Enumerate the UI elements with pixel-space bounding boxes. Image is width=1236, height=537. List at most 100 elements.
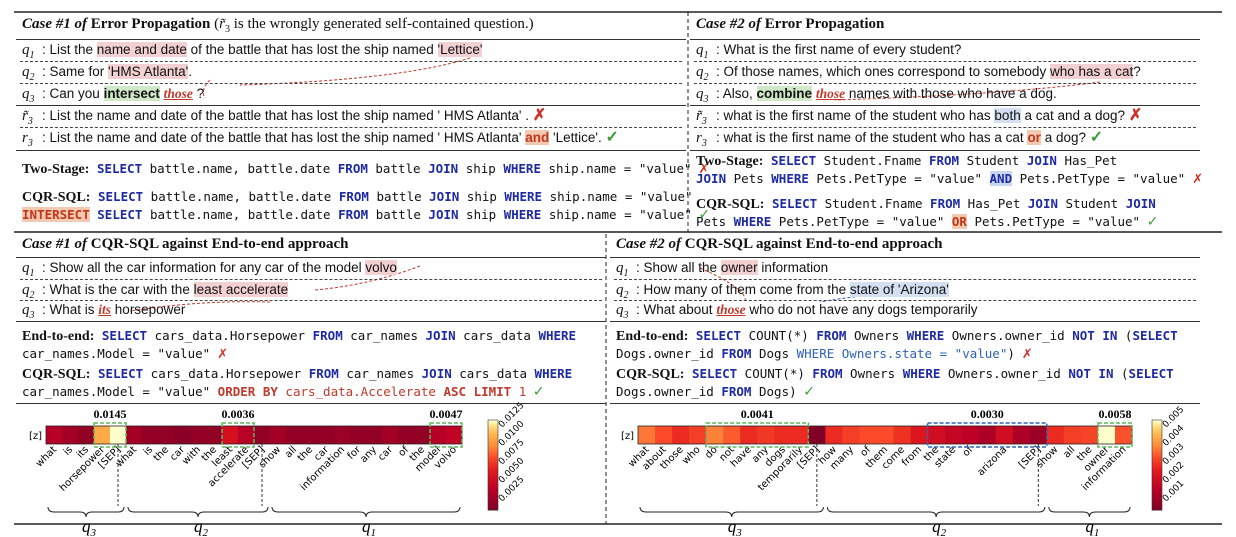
colorbar-cell [488, 493, 498, 496]
sql-token: WHERE Owners.state = "value" [796, 346, 1008, 361]
colorbar-cell [1152, 496, 1162, 499]
sql-token: battle [367, 161, 429, 176]
sql-token: WHERE [538, 328, 577, 343]
panel-case1-error-propagation: Case #1 of Error Propagation (r̃3 is the… [16, 14, 709, 230]
heatmap-cell [142, 426, 159, 444]
sql-token: FROM [930, 196, 961, 211]
sql-token: Student [959, 153, 1027, 168]
sql-token: WHERE [771, 171, 809, 186]
colorbar-cell [488, 426, 498, 428]
colorbar-cell [1152, 448, 1162, 451]
heatmap-cell [910, 426, 928, 444]
colorbar-cell [488, 441, 498, 443]
heatmap-cell [774, 426, 792, 444]
reference-arrow [834, 81, 1101, 101]
panel-case2-error-propagation: Case #2 of Error Propagation q1: What is… [690, 14, 1203, 230]
sql-token: battle [368, 207, 429, 222]
sql-token: SELECT [770, 153, 817, 168]
heatmap-cell [1097, 426, 1116, 444]
heatmap-cell [842, 426, 860, 444]
heatmap-cell [978, 426, 997, 444]
sql-token: JOIN [696, 171, 727, 186]
sql-token: SELECT [695, 328, 742, 343]
q1-row: q1: What is the first name of every stud… [696, 42, 962, 61]
reference-arrow [202, 79, 211, 99]
heatmap-cell [446, 426, 463, 444]
sql-token: JOIN [425, 328, 456, 343]
colorbar-cell [1152, 505, 1162, 508]
cqr-sql: CQR-SQL: SELECT cars_data.Horsepower FRO… [22, 366, 573, 382]
cqr-sql-line2: INTERSECT SELECT battle.name, battle.dat… [22, 205, 709, 223]
sql-token: battle.name, battle.date [143, 189, 339, 204]
heatmap-cell [318, 426, 335, 444]
reference-arrow [314, 265, 421, 291]
sql-token: ship.name = "value" [542, 189, 693, 204]
colorbar-cell [1152, 457, 1162, 460]
colorbar-cell [488, 501, 498, 503]
r3-row: r3: List the name and date of the battle… [22, 129, 619, 149]
heatmap-cell [1080, 426, 1099, 444]
sql-token: car_names [338, 366, 422, 381]
heatmap-cell [366, 426, 383, 444]
colorbar-cell [1152, 502, 1162, 505]
colorbar-cell [1152, 454, 1162, 457]
q2-row: q2: Same for 'HMS Atlanta'. [22, 64, 193, 83]
sql-token: cars_data.Accelerate [277, 384, 444, 399]
colorbar-cell [1152, 453, 1162, 455]
check-icon: ✓ [1147, 211, 1158, 230]
heatmap-cell [1063, 426, 1082, 444]
cross-icon: ✗ [532, 107, 547, 124]
check-icon: ✓ [804, 381, 814, 400]
sql-token: Student [1058, 196, 1126, 211]
heatmap-cell [672, 426, 690, 444]
panel-title: Case #1 of Error Propagation (r̃3 is the… [22, 16, 534, 35]
sql-token: ASC LIMIT [443, 384, 512, 399]
colorbar-cell [488, 495, 498, 497]
colorbar-cell [488, 504, 498, 506]
heatmap-cell [638, 426, 656, 444]
heatmap-cell [876, 426, 894, 444]
sql-token: FROM [337, 161, 368, 176]
sql-token: COUNT(*) [737, 366, 813, 381]
two-stage-sql: Two-Stage: SELECT battle.name, battle.da… [22, 158, 709, 177]
attention-value-label: 0.0145 [94, 407, 127, 421]
colorbar-cell [1152, 423, 1162, 425]
colorbar-cell [488, 471, 498, 473]
colorbar-cell [488, 483, 498, 485]
colorbar-cell [488, 502, 498, 505]
colorbar-cell [1152, 444, 1162, 446]
colorbar-cell [1152, 472, 1162, 475]
sql-token: JOIN [428, 161, 459, 176]
heatmap-cell [270, 426, 287, 444]
sql-token: Has_Pet [1056, 153, 1118, 168]
token-label: ' [983, 444, 993, 454]
segment-brace [47, 506, 125, 518]
z-label: [z] [621, 431, 634, 442]
token-label: ' [1017, 444, 1027, 454]
sql-token: cars_data [455, 328, 539, 343]
reference-arrow [129, 301, 271, 312]
heatmap-cell [46, 426, 63, 444]
heatmap-cell [995, 426, 1014, 444]
sql-token: SELECT [98, 189, 144, 204]
cross-icon: ✗ [699, 158, 709, 177]
colorbar-cell [488, 450, 498, 452]
heatmap-cell [334, 426, 351, 444]
sql-token: FROM [308, 366, 339, 381]
sql-token: cars_data.Horsepower [143, 366, 309, 381]
cross-icon: ✗ [1192, 168, 1203, 187]
colorbar-cell [488, 432, 498, 434]
colorbar-cell [1152, 459, 1162, 461]
colorbar-cell [1152, 442, 1162, 445]
sql-token: Owners.owner_id [944, 328, 1073, 343]
segment-brace [1048, 506, 1131, 518]
sql-token: FROM [816, 328, 847, 343]
sql-token: ( [1113, 366, 1129, 381]
segment-q-label: q1 [1085, 517, 1099, 537]
sql-token: FROM [721, 346, 752, 361]
cqr-sql: CQR-SQL: SELECT COUNT(*) FROM Owners WHE… [616, 366, 1174, 382]
colorbar-cell [488, 478, 498, 481]
colorbar-cell [1152, 438, 1162, 440]
sql-token: ) [1007, 346, 1015, 361]
